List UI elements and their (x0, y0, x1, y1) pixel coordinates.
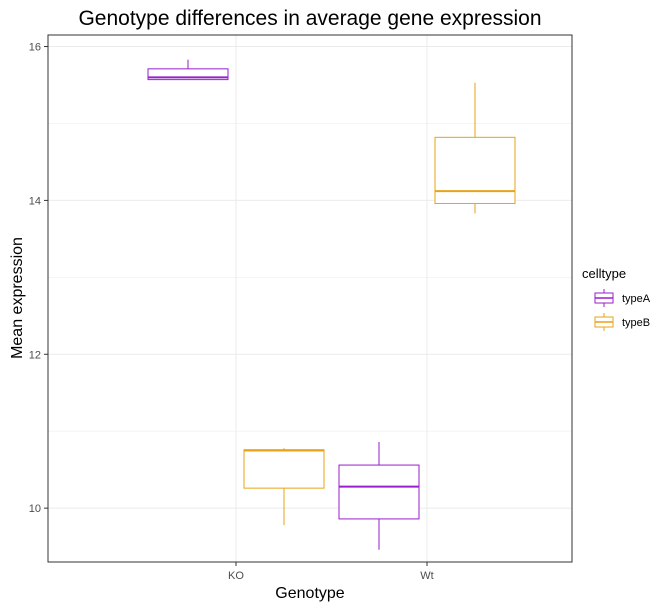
box-typeA-Wt (338, 441, 420, 550)
chart-title: Genotype differences in average gene exp… (78, 7, 541, 30)
legend-title: celltype (582, 266, 626, 281)
y-tick-label: 12 (29, 349, 41, 361)
y-axis-title: Mean expression (9, 237, 26, 359)
box-typeB-Wt (434, 82, 516, 214)
axes: 10 12 14 16 KO Wt (29, 42, 434, 582)
box-series (147, 59, 516, 550)
x-tick-label: KO (228, 570, 244, 582)
box-typeB-KO (243, 448, 325, 526)
box-typeA-KO (147, 59, 229, 81)
box-body (338, 464, 420, 520)
x-axis-title: Genotype (275, 585, 344, 602)
plot-panel (47, 34, 573, 563)
x-tick-label: Wt (420, 570, 433, 582)
legend-label-typeB: typeB (622, 317, 650, 329)
legend-key-typeA (594, 289, 614, 307)
box-body (243, 449, 325, 489)
box-body (434, 136, 516, 204)
y-tick-label: 14 (29, 195, 41, 207)
legend-key-typeB (594, 313, 614, 331)
legend: celltype typeA typeB (582, 266, 651, 331)
y-tick-label: 16 (29, 42, 41, 54)
box-body (147, 68, 229, 81)
grid-lines (48, 35, 572, 562)
y-tick-label: 10 (29, 503, 41, 515)
legend-label-typeA: typeA (622, 293, 651, 305)
